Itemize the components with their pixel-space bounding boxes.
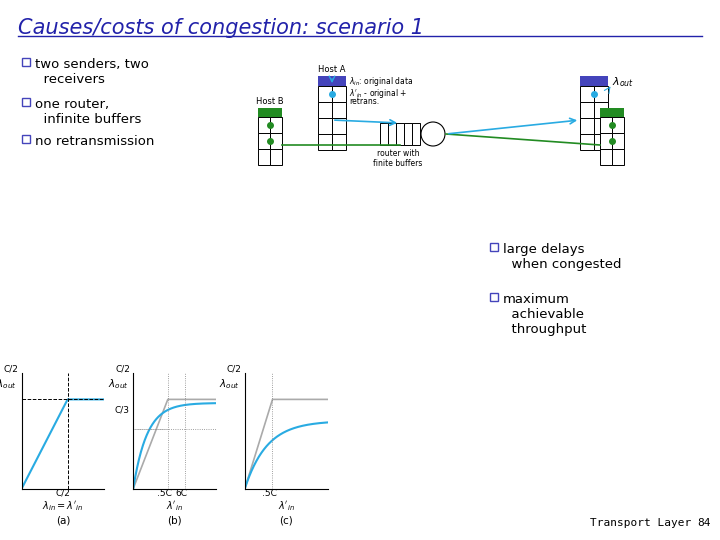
Bar bbox=[600, 149, 612, 165]
Bar bbox=[258, 108, 282, 117]
Bar bbox=[612, 117, 624, 133]
Text: (a): (a) bbox=[56, 516, 70, 525]
Bar bbox=[490, 243, 498, 251]
Bar bbox=[22, 135, 30, 143]
Text: C/3: C/3 bbox=[115, 405, 130, 414]
Bar bbox=[332, 86, 346, 102]
Bar bbox=[490, 293, 498, 301]
Text: Causes/costs of congestion: scenario 1: Causes/costs of congestion: scenario 1 bbox=[18, 18, 424, 38]
Bar bbox=[396, 123, 404, 145]
Bar bbox=[580, 86, 594, 102]
Bar bbox=[612, 149, 624, 165]
Text: C/2: C/2 bbox=[115, 364, 130, 374]
Text: .5C: .5C bbox=[262, 489, 277, 498]
Text: Host B: Host B bbox=[256, 97, 284, 106]
Bar bbox=[270, 117, 282, 133]
Bar bbox=[404, 123, 412, 145]
Text: (b): (b) bbox=[167, 516, 182, 525]
Bar bbox=[600, 117, 612, 133]
Text: $\lambda'_{in}$: $\lambda'_{in}$ bbox=[166, 500, 183, 514]
Text: no retransmission: no retransmission bbox=[35, 135, 154, 148]
Bar bbox=[580, 134, 594, 150]
Text: $\lambda_{out}$: $\lambda_{out}$ bbox=[0, 377, 17, 391]
Text: $\lambda_{out}$: $\lambda_{out}$ bbox=[107, 377, 128, 391]
Bar bbox=[412, 123, 420, 145]
Bar bbox=[270, 133, 282, 149]
Bar bbox=[600, 108, 624, 117]
Bar bbox=[600, 133, 612, 149]
Text: $\lambda'_{in}$: $\lambda'_{in}$ bbox=[278, 500, 294, 514]
Bar bbox=[594, 86, 608, 102]
Text: (c): (c) bbox=[279, 516, 293, 525]
Text: C/2: C/2 bbox=[227, 364, 241, 374]
Text: .5C: .5C bbox=[157, 489, 172, 498]
Text: retrans.: retrans. bbox=[349, 98, 379, 106]
Bar bbox=[318, 86, 332, 102]
Bar bbox=[258, 149, 270, 165]
Bar bbox=[594, 102, 608, 118]
Text: $\lambda_{out}$: $\lambda_{out}$ bbox=[612, 75, 634, 89]
Bar bbox=[270, 149, 282, 165]
Bar bbox=[380, 123, 388, 145]
Bar bbox=[332, 102, 346, 118]
Text: Transport Layer: Transport Layer bbox=[590, 518, 691, 528]
Text: router with
finite buffers: router with finite buffers bbox=[373, 149, 423, 168]
Bar bbox=[594, 134, 608, 150]
Text: Host A: Host A bbox=[318, 65, 346, 74]
Bar bbox=[594, 118, 608, 134]
Text: $\lambda_{out}$: $\lambda_{out}$ bbox=[219, 377, 240, 391]
Text: one router,
  infinite buffers: one router, infinite buffers bbox=[35, 98, 141, 126]
Bar bbox=[318, 102, 332, 118]
Circle shape bbox=[421, 122, 445, 146]
Bar bbox=[580, 118, 594, 134]
Bar bbox=[318, 134, 332, 150]
Bar bbox=[388, 123, 396, 145]
Text: 6C: 6C bbox=[175, 489, 187, 498]
Text: $\lambda_{in}=\lambda'_{in}$: $\lambda_{in}=\lambda'_{in}$ bbox=[42, 500, 84, 514]
Bar bbox=[580, 102, 594, 118]
Bar bbox=[612, 133, 624, 149]
Bar bbox=[580, 76, 608, 86]
Bar bbox=[22, 98, 30, 106]
Text: 84: 84 bbox=[697, 518, 711, 528]
Text: C/2: C/2 bbox=[55, 489, 71, 498]
Bar bbox=[332, 134, 346, 150]
Text: large delays
  when congested: large delays when congested bbox=[503, 243, 621, 271]
Text: C/2: C/2 bbox=[4, 364, 18, 374]
Bar bbox=[318, 76, 346, 86]
Bar bbox=[258, 133, 270, 149]
Bar bbox=[318, 118, 332, 134]
Text: maximum
  achievable
  throughput: maximum achievable throughput bbox=[503, 293, 586, 336]
Text: two senders, two
  receivers: two senders, two receivers bbox=[35, 58, 149, 86]
Text: $\lambda'_{in}$ - original +: $\lambda'_{in}$ - original + bbox=[349, 87, 408, 100]
Bar bbox=[332, 118, 346, 134]
Bar bbox=[22, 58, 30, 66]
Text: $\lambda_{in}$: original data: $\lambda_{in}$: original data bbox=[349, 76, 413, 89]
Bar bbox=[258, 117, 270, 133]
